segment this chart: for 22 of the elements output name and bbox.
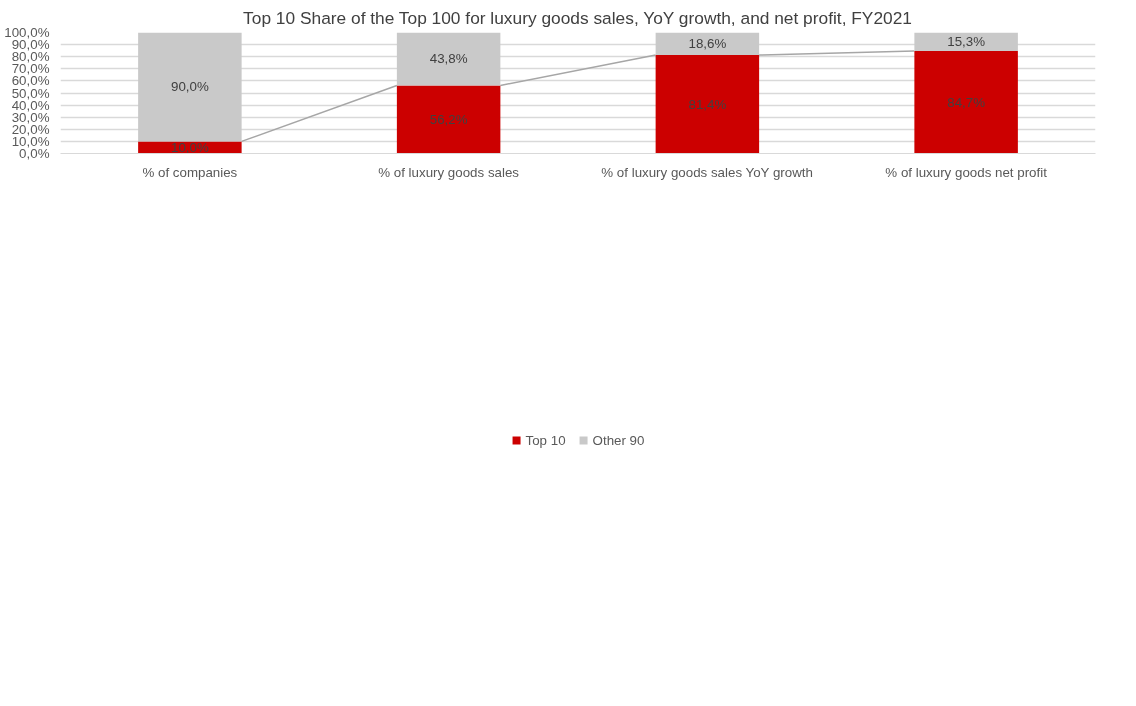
- data-label: 10,0%: [170, 139, 209, 155]
- data-label: 15,3%: [947, 34, 986, 50]
- bar: [655, 55, 760, 154]
- data-label: 90,0%: [170, 79, 209, 95]
- legend-label: Top 10: [525, 432, 566, 448]
- data-label: 84,7%: [947, 94, 986, 110]
- bar: [914, 51, 1018, 154]
- data-label: 43,8%: [429, 51, 468, 67]
- x-tick-label: % of luxury goods sales: [378, 164, 520, 180]
- x-tick-label: % of companies: [142, 164, 238, 180]
- y-tick-label: 0,0%: [19, 146, 50, 161]
- x-tick-label: % of luxury goods sales YoY growth: [601, 164, 813, 180]
- chart-title: Top 10 Share of the Top 100 for luxury goods sales, YoY growth, and net profit, FY2021: [243, 7, 912, 28]
- x-tick-label: % of luxury goods net profit: [885, 164, 1048, 180]
- y-tick-label: 100,0%: [4, 25, 50, 40]
- bar: [396, 32, 501, 86]
- legend-label: Other 90: [592, 432, 645, 448]
- bar: [138, 32, 242, 142]
- data-label: 18,6%: [688, 36, 727, 52]
- data-label: 81,4%: [688, 96, 727, 112]
- bar: [396, 85, 501, 154]
- data-label: 56,2%: [429, 112, 468, 127]
